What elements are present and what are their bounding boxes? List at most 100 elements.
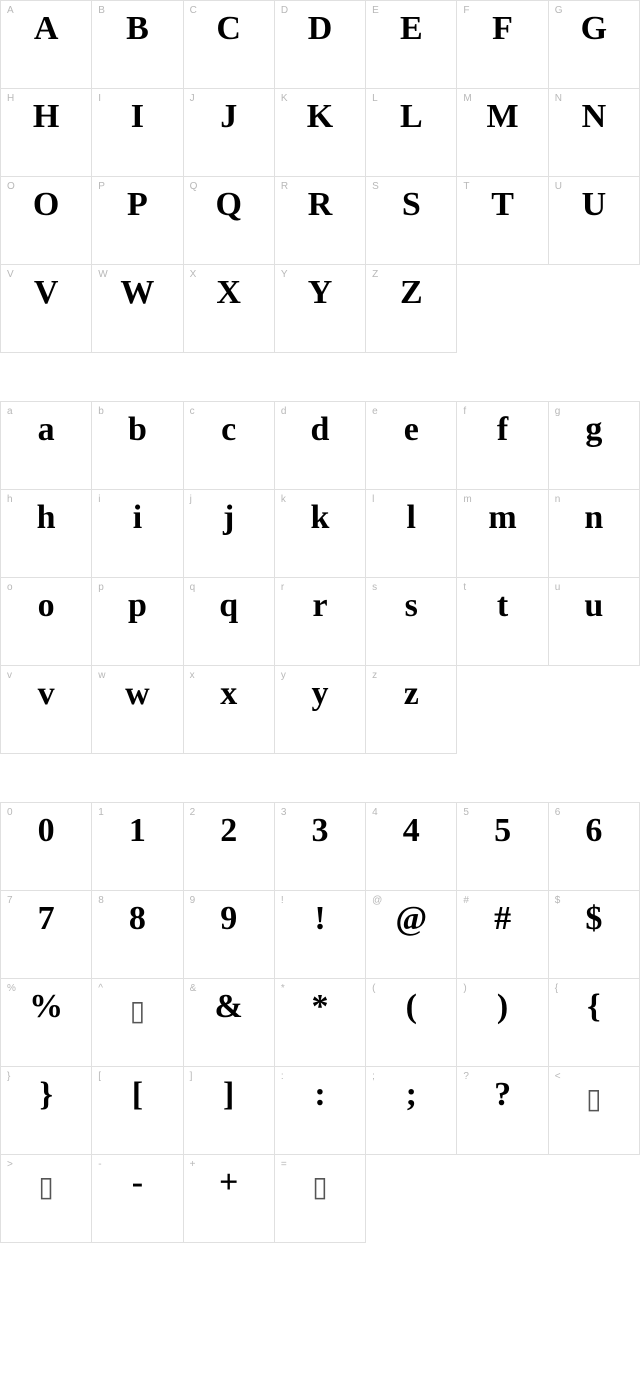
glyph-cell[interactable]: 99 (184, 891, 275, 979)
glyph-cell[interactable]: 22 (184, 803, 275, 891)
glyph-cell[interactable]: RR (275, 177, 366, 265)
glyph-cell[interactable]: XX (184, 265, 275, 353)
glyph-cell[interactable]: WW (92, 265, 183, 353)
glyph-cell[interactable]: ff (457, 402, 548, 490)
glyph-cell[interactable]: mm (457, 490, 548, 578)
glyph-cell[interactable]: 44 (366, 803, 457, 891)
glyph-cell[interactable]: :: (275, 1067, 366, 1155)
glyph-cell[interactable]: ^▯ (92, 979, 183, 1067)
glyph-cell[interactable]: gg (549, 402, 640, 490)
glyph-cell[interactable]: =▯ (275, 1155, 366, 1243)
glyph-cell[interactable]: PP (92, 177, 183, 265)
glyph-cell-blank (549, 265, 640, 353)
glyph-cell[interactable]: HH (1, 89, 92, 177)
glyph-cell[interactable]: hh (1, 490, 92, 578)
glyph-cell[interactable]: && (184, 979, 275, 1067)
glyph-cell[interactable]: <▯ (549, 1067, 640, 1155)
glyph-cell[interactable]: NN (549, 89, 640, 177)
glyph-cell[interactable]: UU (549, 177, 640, 265)
glyph-cell[interactable]: BB (92, 1, 183, 89)
glyph-cell[interactable]: [[ (92, 1067, 183, 1155)
glyph-cell[interactable]: EE (366, 1, 457, 89)
glyph-character: x (184, 672, 274, 716)
glyph-cell[interactable]: vv (1, 666, 92, 754)
glyph-cell[interactable]: JJ (184, 89, 275, 177)
glyph-cell[interactable]: @@ (366, 891, 457, 979)
glyph-cell[interactable]: SS (366, 177, 457, 265)
glyph-cell[interactable]: jj (184, 490, 275, 578)
glyph-cell[interactable]: uu (549, 578, 640, 666)
glyph-cell[interactable]: 33 (275, 803, 366, 891)
glyph-character: 4 (366, 809, 456, 853)
glyph-cell-blank (457, 1155, 548, 1243)
glyph-cell[interactable]: VV (1, 265, 92, 353)
glyph-cell[interactable]: 66 (549, 803, 640, 891)
glyph-cell[interactable]: (( (366, 979, 457, 1067)
glyph-cell[interactable]: dd (275, 402, 366, 490)
glyph-cell[interactable]: QQ (184, 177, 275, 265)
glyph-cell[interactable]: ii (92, 490, 183, 578)
glyph-cell[interactable]: FF (457, 1, 548, 89)
glyph-cell[interactable]: pp (92, 578, 183, 666)
glyph-cell[interactable]: ll (366, 490, 457, 578)
glyph-cell[interactable]: bb (92, 402, 183, 490)
glyph-cell[interactable]: 88 (92, 891, 183, 979)
glyph-cell[interactable]: YY (275, 265, 366, 353)
glyph-character: 9 (184, 897, 274, 941)
glyph-cell[interactable]: 11 (92, 803, 183, 891)
glyph-cell[interactable]: ee (366, 402, 457, 490)
glyph-cell[interactable]: TT (457, 177, 548, 265)
glyph-cell[interactable]: >▯ (1, 1155, 92, 1243)
glyph-cell[interactable]: kk (275, 490, 366, 578)
glyph-cell[interactable]: ZZ (366, 265, 457, 353)
glyph-character: 0 (1, 809, 91, 853)
glyph-cell[interactable]: xx (184, 666, 275, 754)
glyph-cell[interactable]: LL (366, 89, 457, 177)
glyph-cell[interactable]: ## (457, 891, 548, 979)
glyph-character: E (366, 7, 456, 51)
glyph-cell[interactable]: $$ (549, 891, 640, 979)
glyph-cell[interactable]: nn (549, 490, 640, 578)
glyph-cell[interactable]: oo (1, 578, 92, 666)
glyph-character: y (275, 672, 365, 716)
glyph-cell[interactable]: ++ (184, 1155, 275, 1243)
glyph-character: [ (92, 1073, 182, 1117)
glyph-cell[interactable]: rr (275, 578, 366, 666)
glyph-character: h (1, 496, 91, 540)
glyph-character: J (184, 95, 274, 139)
glyph-cell[interactable]: cc (184, 402, 275, 490)
glyph-cell[interactable]: DD (275, 1, 366, 89)
glyph-cell[interactable]: yy (275, 666, 366, 754)
glyph-character: O (1, 183, 91, 227)
glyph-cell[interactable]: !! (275, 891, 366, 979)
glyph-cell[interactable]: MM (457, 89, 548, 177)
glyph-character: M (457, 95, 547, 139)
glyph-cell[interactable]: qq (184, 578, 275, 666)
glyph-cell[interactable]: GG (549, 1, 640, 89)
glyph-cell[interactable]: {{ (549, 979, 640, 1067)
glyph-cell[interactable]: ss (366, 578, 457, 666)
glyph-cell[interactable]: zz (366, 666, 457, 754)
glyph-cell[interactable]: KK (275, 89, 366, 177)
glyph-cell[interactable]: }} (1, 1067, 92, 1155)
glyph-cell[interactable]: AA (1, 1, 92, 89)
glyph-character: F (457, 7, 547, 51)
glyph-cell[interactable]: 55 (457, 803, 548, 891)
glyph-character: 8 (92, 897, 182, 941)
glyph-cell[interactable]: ww (92, 666, 183, 754)
glyph-cell[interactable]: ]] (184, 1067, 275, 1155)
glyph-cell[interactable]: aa (1, 402, 92, 490)
glyph-cell[interactable]: ;; (366, 1067, 457, 1155)
glyph-cell[interactable]: tt (457, 578, 548, 666)
glyph-cell[interactable]: OO (1, 177, 92, 265)
glyph-character: 7 (1, 897, 91, 941)
glyph-cell[interactable]: )) (457, 979, 548, 1067)
glyph-cell[interactable]: ** (275, 979, 366, 1067)
glyph-cell[interactable]: CC (184, 1, 275, 89)
glyph-cell[interactable]: 00 (1, 803, 92, 891)
glyph-cell[interactable]: %% (1, 979, 92, 1067)
glyph-cell[interactable]: ?? (457, 1067, 548, 1155)
glyph-cell[interactable]: -- (92, 1155, 183, 1243)
glyph-cell[interactable]: II (92, 89, 183, 177)
glyph-cell[interactable]: 77 (1, 891, 92, 979)
